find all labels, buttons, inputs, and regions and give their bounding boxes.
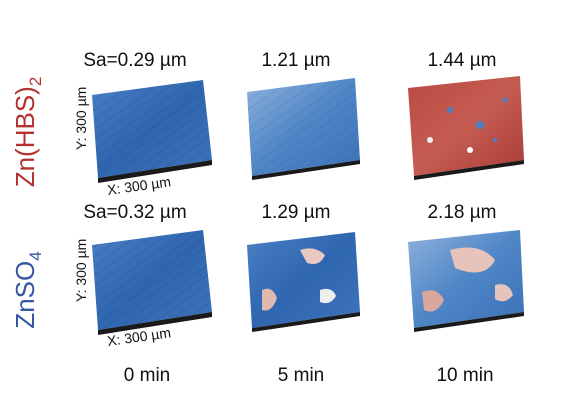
row-label-sub: 4 xyxy=(26,251,45,260)
row-label: Zn(HBS)2 xyxy=(10,77,45,188)
surface-image xyxy=(247,78,360,180)
row-label-main: Zn(HBS) xyxy=(10,86,40,187)
row-label-sub: 2 xyxy=(26,77,45,86)
time-label: 10 min xyxy=(436,365,493,386)
surface-image xyxy=(408,76,524,180)
row-label-main: ZnSO xyxy=(10,261,40,329)
time-label: 0 min xyxy=(124,365,170,386)
roughness-value: Sa=0.29 µm xyxy=(83,50,186,71)
roughness-value: 1.44 µm xyxy=(427,50,496,71)
roughness-value: 1.21 µm xyxy=(261,50,330,71)
surface-image xyxy=(92,230,212,335)
roughness-value: 2.18 µm xyxy=(427,202,496,223)
roughness-value: 1.29 µm xyxy=(261,202,330,223)
surface-image xyxy=(247,232,360,332)
time-label: 5 min xyxy=(278,365,324,386)
surface-image xyxy=(408,230,524,332)
axis-label: Y: 300 µm xyxy=(73,87,89,150)
roughness-value: Sa=0.32 µm xyxy=(83,202,186,223)
row-label: ZnSO4 xyxy=(10,251,45,328)
surface-image xyxy=(92,80,212,183)
axis-label: Y: 300 µm xyxy=(73,239,89,302)
